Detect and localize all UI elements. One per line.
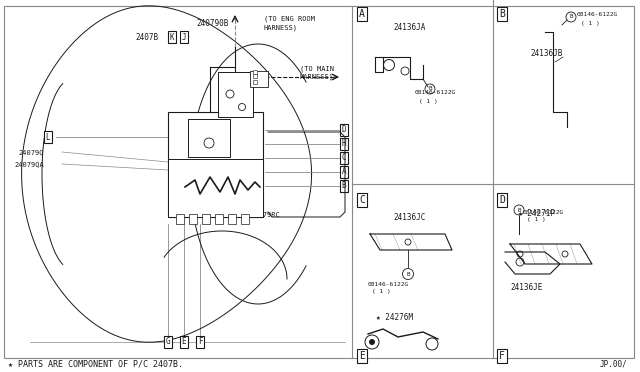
Text: ★ 24271P: ★ 24271P bbox=[518, 209, 555, 218]
Bar bbox=[253, 80, 257, 84]
Circle shape bbox=[369, 339, 375, 345]
Text: H: H bbox=[342, 140, 346, 148]
Text: E: E bbox=[359, 351, 365, 361]
Text: D: D bbox=[499, 195, 505, 205]
Text: J: J bbox=[182, 32, 186, 42]
Bar bbox=[215, 214, 223, 224]
Text: G: G bbox=[166, 337, 170, 346]
Text: L: L bbox=[45, 132, 51, 141]
Text: HARNESS): HARNESS) bbox=[264, 25, 298, 31]
Text: ( 1 ): ( 1 ) bbox=[527, 218, 546, 222]
Bar bbox=[189, 214, 197, 224]
Text: 240790B: 240790B bbox=[196, 19, 228, 29]
Bar bbox=[228, 214, 236, 224]
Text: 08146-6122G: 08146-6122G bbox=[577, 13, 618, 17]
Text: B: B bbox=[569, 15, 573, 19]
Text: B: B bbox=[428, 87, 432, 92]
Text: ★ PARTS ARE COMPONENT OF P/C 2407B.: ★ PARTS ARE COMPONENT OF P/C 2407B. bbox=[8, 359, 183, 369]
Text: C: C bbox=[359, 195, 365, 205]
Text: B: B bbox=[499, 9, 505, 19]
Text: 24136JB: 24136JB bbox=[530, 49, 563, 58]
Bar bbox=[202, 214, 210, 224]
Bar bbox=[250, 71, 268, 87]
Text: 24079QA: 24079QA bbox=[14, 161, 44, 167]
Text: 08146-6122G: 08146-6122G bbox=[415, 90, 456, 96]
Bar bbox=[241, 214, 249, 224]
Text: B: B bbox=[406, 272, 410, 276]
Text: ( 1 ): ( 1 ) bbox=[372, 289, 391, 295]
Bar bbox=[168, 112, 263, 217]
Bar bbox=[218, 72, 253, 117]
Text: B: B bbox=[517, 208, 521, 212]
Bar bbox=[188, 119, 230, 157]
Text: 24136JA: 24136JA bbox=[393, 22, 426, 32]
Text: B: B bbox=[342, 182, 346, 190]
Text: 08146-6122G: 08146-6122G bbox=[523, 209, 564, 215]
Bar bbox=[253, 74, 257, 78]
Text: (TO MAIN: (TO MAIN bbox=[300, 66, 334, 72]
Text: E: E bbox=[182, 337, 186, 346]
Text: 24136JC: 24136JC bbox=[393, 212, 426, 221]
Text: C: C bbox=[342, 154, 346, 163]
Text: 24136JE: 24136JE bbox=[510, 282, 542, 292]
Text: 24079Q: 24079Q bbox=[18, 149, 44, 155]
Text: F: F bbox=[198, 337, 202, 346]
Bar bbox=[168, 159, 263, 217]
Text: K: K bbox=[170, 32, 174, 42]
Bar bbox=[253, 70, 257, 74]
Text: ( 1 ): ( 1 ) bbox=[419, 99, 438, 103]
Text: F: F bbox=[499, 351, 505, 361]
Text: (TO ENG ROOM: (TO ENG ROOM bbox=[264, 16, 315, 22]
Text: A: A bbox=[359, 9, 365, 19]
Text: 24079RC: 24079RC bbox=[250, 212, 280, 218]
Bar bbox=[176, 214, 184, 224]
Text: ( 1 ): ( 1 ) bbox=[581, 20, 600, 26]
Text: 2407B: 2407B bbox=[135, 32, 158, 42]
Text: 08146-6122G: 08146-6122G bbox=[368, 282, 409, 286]
Text: JP.00/: JP.00/ bbox=[600, 359, 628, 369]
Text: HARNESS): HARNESS) bbox=[300, 74, 334, 80]
Text: ★ 24276M: ★ 24276M bbox=[376, 312, 413, 321]
Text: D: D bbox=[342, 125, 346, 135]
Text: A: A bbox=[342, 167, 346, 176]
